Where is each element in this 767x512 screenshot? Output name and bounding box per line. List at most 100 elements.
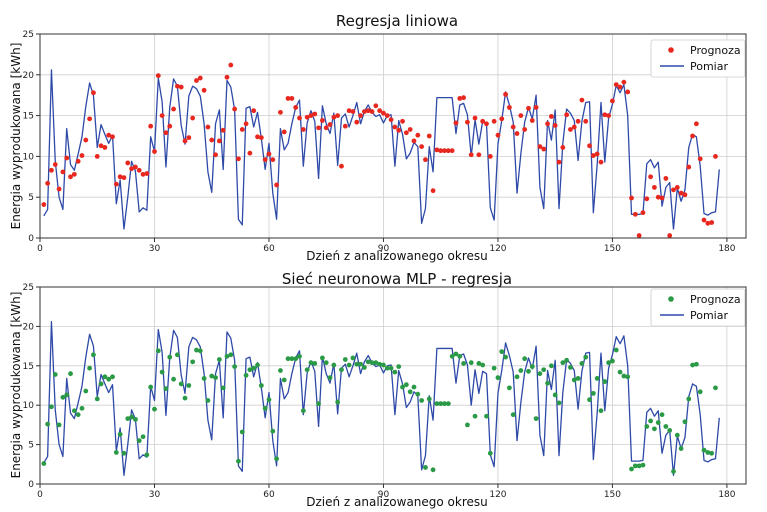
data-point-prognoza: [617, 369, 623, 375]
data-point-prognoza: [438, 148, 444, 154]
data-point-prognoza: [148, 123, 154, 129]
data-point-prognoza: [636, 463, 642, 469]
data-point-prognoza: [533, 105, 539, 110]
data-point-prognoza: [556, 159, 562, 165]
data-point-prognoza: [258, 135, 264, 141]
data-point-prognoza: [392, 369, 398, 375]
data-point-prognoza: [457, 353, 463, 359]
data-point-prognoza: [323, 125, 329, 131]
legend-label-pomiar: Pomiar: [690, 309, 728, 322]
data-point-prognoza: [419, 144, 425, 150]
data-point-prognoza: [461, 361, 466, 366]
data-point-prognoza: [499, 349, 505, 355]
data-point-prognoza: [400, 118, 405, 124]
data-point-prognoza: [652, 426, 657, 432]
data-point-prognoza: [434, 147, 440, 153]
data-point-prognoza: [331, 114, 337, 120]
data-point-prognoza: [323, 360, 329, 366]
data-point-prognoza: [610, 98, 615, 104]
data-point-prognoza: [445, 401, 451, 407]
data-point-prognoza: [667, 233, 673, 238]
x-tick-label: 90: [378, 490, 390, 500]
data-point-prognoza: [537, 371, 543, 377]
data-point-prognoza: [281, 377, 287, 383]
data-point-prognoza: [430, 467, 436, 473]
data-point-prognoza: [381, 110, 386, 116]
data-point-prognoza: [571, 377, 577, 383]
data-point-prognoza: [308, 113, 314, 118]
data-point-prognoza: [312, 361, 318, 366]
data-point-prognoza: [56, 186, 62, 192]
data-point-prognoza: [159, 113, 165, 118]
data-point-prognoza: [125, 416, 131, 421]
y-tick-label: 20: [23, 322, 35, 332]
data-point-prognoza: [655, 194, 661, 200]
data-point-prognoza: [102, 374, 108, 380]
data-point-prognoza: [262, 157, 268, 163]
data-point-prognoza: [113, 181, 119, 187]
data-point-prognoza: [342, 357, 348, 362]
data-point-prognoza: [693, 361, 699, 367]
data-point-prognoza: [373, 103, 379, 109]
data-point-prognoza: [629, 195, 634, 201]
data-point-prognoza: [640, 210, 646, 216]
data-point-prognoza: [350, 355, 356, 361]
data-point-prognoza: [167, 354, 173, 360]
y-tick-label: 15: [23, 362, 34, 372]
data-point-prognoza: [194, 78, 199, 83]
data-point-prognoza: [110, 374, 115, 380]
data-point-prognoza: [274, 456, 280, 462]
data-point-prognoza: [648, 418, 653, 424]
data-point-prognoza: [514, 374, 520, 380]
data-point-prognoza: [186, 383, 192, 388]
data-point-prognoza: [190, 359, 196, 365]
data-point-prognoza: [358, 361, 363, 367]
legend-marker-prognoza: [668, 47, 674, 53]
data-point-prognoza: [709, 450, 715, 456]
data-point-prognoza: [548, 363, 554, 369]
data-point-prognoza: [495, 132, 501, 138]
data-point-prognoza: [346, 108, 352, 114]
chart-title: Regresja liniowa: [336, 12, 458, 30]
x-tick-label: 60: [263, 244, 275, 254]
data-point-prognoza: [487, 154, 493, 159]
data-point-prognoza: [232, 364, 238, 369]
data-point-prognoza: [568, 127, 573, 132]
data-point-prognoza: [75, 412, 81, 418]
data-point-prognoza: [400, 384, 405, 390]
data-point-prognoza: [369, 109, 375, 114]
data-point-prognoza: [594, 151, 600, 157]
data-point-prognoza: [560, 360, 566, 366]
data-point-prognoza: [358, 113, 363, 118]
ticks: 0 5 10 15 20 25 0 30 60 90 120 150 180: [23, 283, 736, 500]
data-point-prognoza: [182, 395, 188, 401]
data-point-prognoza: [552, 122, 558, 128]
plot-frame: [39, 286, 747, 485]
data-point-prognoza: [41, 461, 47, 466]
data-point-prognoza: [472, 413, 478, 419]
data-point-prognoza: [602, 379, 608, 384]
data-point-prognoza: [701, 217, 707, 223]
data-point-prognoza: [373, 360, 379, 366]
data-point-prognoza: [663, 176, 669, 181]
y-tick-label: 10: [23, 401, 35, 411]
legend: Prognoza Pomiar: [650, 288, 746, 327]
data-point-prognoza: [155, 73, 161, 79]
data-point-prognoza: [174, 83, 180, 89]
legend-box: [650, 288, 746, 327]
data-point-prognoza: [713, 154, 718, 159]
data-point-prognoza: [205, 124, 211, 130]
y-tick-label: 10: [23, 152, 35, 162]
data-point-prognoza: [56, 422, 62, 428]
data-point-prognoza: [41, 202, 47, 207]
data-point-prognoza: [465, 119, 470, 125]
data-point-prognoza: [71, 408, 77, 414]
data-point-prognoza: [113, 450, 119, 455]
data-point-prognoza: [327, 122, 333, 127]
data-point-prognoza: [83, 388, 89, 394]
data-point-prognoza: [472, 115, 478, 121]
data-point-prognoza: [220, 385, 226, 391]
data-point-prognoza: [125, 160, 131, 166]
data-point-prognoza: [243, 372, 249, 378]
series-prognoza: [41, 62, 718, 238]
